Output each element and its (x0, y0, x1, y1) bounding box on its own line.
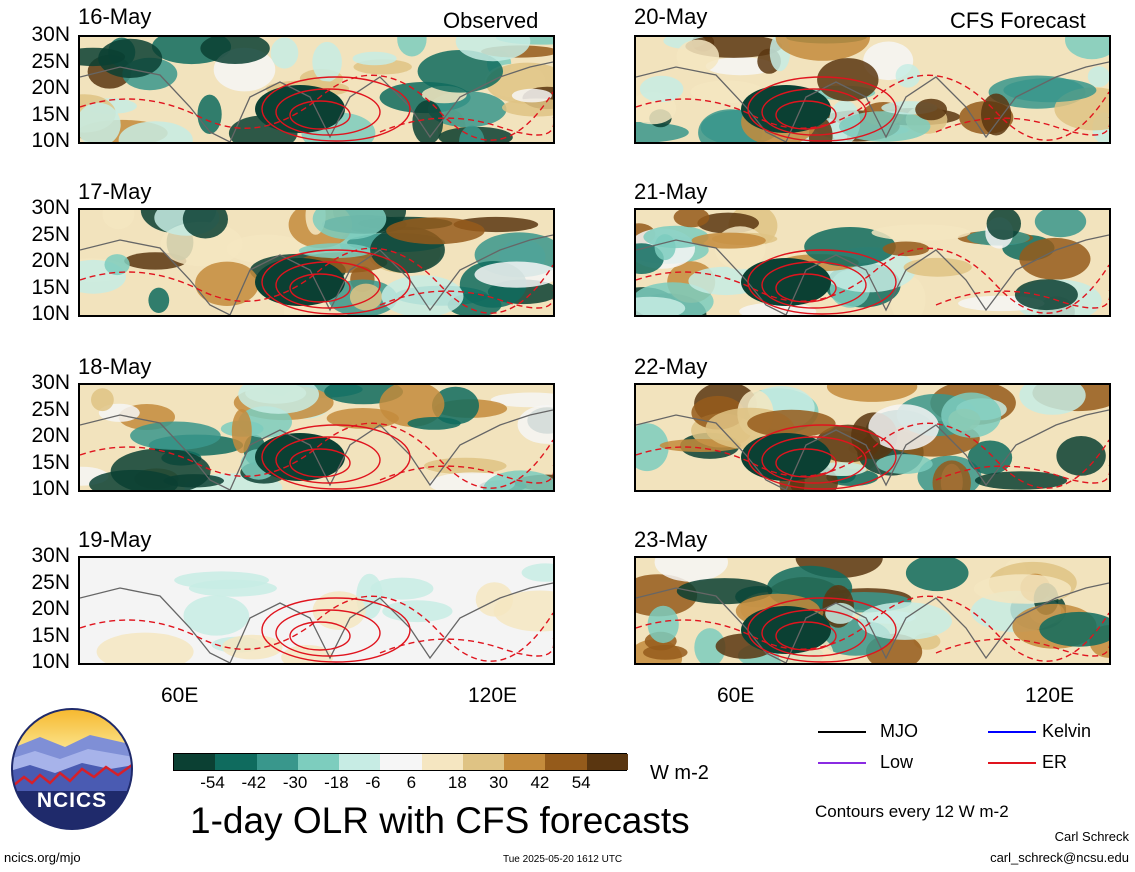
olr-map-panel-18-may (78, 383, 555, 492)
lat-label: 15N (31, 623, 70, 647)
footer-timestamp: Tue 2025-05-20 1612 UTC (503, 854, 623, 865)
panel-date-label: 22-May (634, 354, 708, 379)
legend-label-er: ER (1042, 752, 1068, 772)
main-title: 1-day OLR with CFS forecasts (190, 800, 690, 841)
panel-date-label: 17-May (78, 179, 152, 204)
colorbar-segment (339, 754, 381, 770)
olr-map-panel-21-may (634, 208, 1111, 317)
footer-email: carl_schreck@ncsu.edu (990, 850, 1129, 865)
colorbar-segment (586, 754, 629, 770)
contours-note: Contours every 12 W m-2 (815, 802, 1009, 821)
lon-label-120e: 120E (468, 684, 518, 707)
footer-author: Carl Schreck (1054, 829, 1129, 844)
colorbar-tick-label: 42 (530, 773, 550, 792)
panel-date-label: 16-May (78, 4, 152, 29)
lon-label-120e: 120E (1025, 684, 1075, 707)
colorbar-segment (421, 754, 464, 770)
lat-label: 25N (31, 222, 70, 246)
lat-label: 25N (31, 397, 70, 421)
forecast-title: CFS Forecast (950, 8, 1086, 33)
colorbar-tick-label: 18 (447, 773, 467, 792)
legend-label-mjo: MJO (880, 721, 918, 741)
panel-date-label: 20-May (634, 4, 708, 29)
legend-line-low (818, 762, 866, 764)
panel-date-label: 21-May (634, 179, 708, 204)
olr-colorbar (173, 753, 629, 771)
legend-line-er (988, 762, 1036, 764)
legend-line-mjo (818, 731, 866, 733)
colorbar-segment (462, 754, 505, 770)
olr-map-panel-23-may (634, 556, 1111, 665)
lat-label: 20N (31, 76, 70, 99)
colorbar-segment (504, 754, 546, 770)
lat-label: 30N (31, 196, 70, 219)
ncics-logo: NCICS (10, 707, 134, 831)
lat-label: 20N (31, 597, 70, 620)
colorbar-units: W m-2 (650, 762, 709, 784)
panel-date-label: 23-May (634, 527, 708, 552)
lat-label: 20N (31, 249, 70, 272)
colorbar-segment (174, 754, 216, 770)
colorbar-segment (215, 754, 258, 770)
lat-label: 10N (31, 650, 70, 673)
lat-label: 10N (31, 477, 70, 500)
legend-label-kelvin: Kelvin (1042, 721, 1092, 741)
olr-map-panel-16-may (78, 35, 555, 144)
colorbar-tick-label: -42 (241, 773, 267, 792)
lat-label: 30N (31, 23, 70, 46)
colorbar-tick-label: 6 (406, 773, 417, 792)
footer-url[interactable]: ncics.org/mjo (4, 850, 81, 865)
lat-label: 15N (31, 102, 70, 126)
colorbar-tick-label: 30 (489, 773, 509, 792)
olr-map-panel-19-may (78, 556, 555, 665)
lat-label: 10N (31, 129, 70, 152)
legend-line-kelvin (988, 731, 1036, 733)
colorbar-segment (256, 754, 299, 770)
colorbar-tick-label: -18 (324, 773, 349, 792)
legend-label-low: Low (880, 752, 914, 772)
lon-label-60e: 60E (717, 684, 755, 707)
lat-label: 25N (31, 49, 70, 73)
colorbar-segment (380, 754, 423, 770)
lat-label: 20N (31, 424, 70, 447)
lat-label: 30N (31, 371, 70, 394)
colorbar-tick-label: -30 (282, 773, 308, 792)
lat-label: 15N (31, 275, 70, 299)
colorbar-segment (297, 754, 340, 770)
observed-title: Observed (443, 8, 539, 33)
colorbar-tick-label: 54 (571, 773, 591, 792)
panel-date-label: 19-May (78, 527, 152, 552)
lon-label-60e: 60E (161, 684, 199, 707)
olr-map-panel-22-may (634, 383, 1111, 492)
colorbar-tick-label: -54 (200, 773, 225, 792)
lat-label: 25N (31, 570, 70, 594)
lat-label: 15N (31, 450, 70, 474)
lat-label: 10N (31, 302, 70, 325)
colorbar-segment (545, 754, 588, 770)
olr-map-panel-20-may (634, 35, 1111, 144)
lat-label: 30N (31, 544, 70, 567)
olr-map-panel-17-may (78, 208, 555, 317)
panel-date-label: 18-May (78, 354, 152, 379)
colorbar-tick-label: -6 (365, 773, 381, 792)
logo-text: NCICS (36, 789, 108, 812)
